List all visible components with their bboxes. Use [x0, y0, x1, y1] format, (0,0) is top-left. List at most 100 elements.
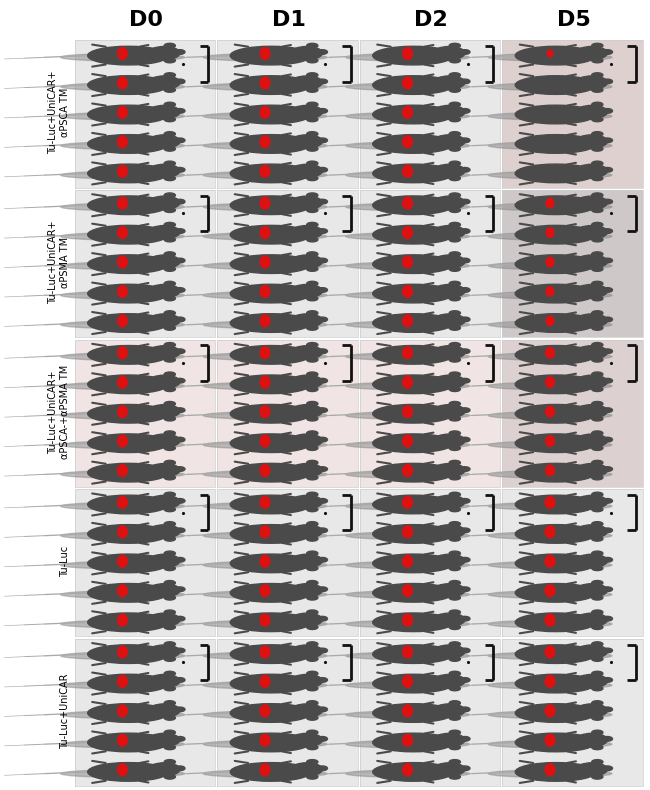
Circle shape: [260, 285, 270, 297]
Circle shape: [260, 465, 270, 476]
Ellipse shape: [592, 716, 603, 720]
Ellipse shape: [592, 73, 603, 77]
Ellipse shape: [317, 317, 328, 322]
Ellipse shape: [488, 54, 612, 61]
Ellipse shape: [346, 203, 469, 211]
Ellipse shape: [449, 536, 460, 541]
Ellipse shape: [291, 434, 322, 447]
Ellipse shape: [164, 88, 176, 92]
Circle shape: [546, 348, 554, 358]
Ellipse shape: [372, 404, 454, 423]
Ellipse shape: [317, 678, 328, 683]
Bar: [360, 40, 500, 187]
Ellipse shape: [203, 382, 327, 389]
Ellipse shape: [372, 733, 454, 752]
Ellipse shape: [449, 774, 460, 779]
Ellipse shape: [576, 613, 608, 626]
Text: Tu-Luc+UniCAR+
αPSCA TM: Tu-Luc+UniCAR+ αPSCA TM: [48, 71, 70, 155]
Ellipse shape: [449, 596, 460, 600]
Ellipse shape: [449, 343, 460, 348]
Ellipse shape: [203, 532, 327, 540]
Ellipse shape: [164, 401, 176, 406]
Ellipse shape: [291, 555, 322, 567]
Ellipse shape: [317, 258, 328, 263]
Ellipse shape: [307, 625, 318, 630]
Ellipse shape: [488, 740, 612, 748]
Ellipse shape: [175, 587, 185, 592]
Ellipse shape: [175, 766, 185, 770]
Ellipse shape: [307, 387, 318, 392]
Ellipse shape: [317, 50, 328, 55]
Circle shape: [545, 526, 555, 538]
Ellipse shape: [164, 672, 176, 676]
Ellipse shape: [175, 408, 185, 412]
Ellipse shape: [372, 762, 454, 781]
Ellipse shape: [164, 760, 176, 764]
Ellipse shape: [515, 76, 596, 94]
Circle shape: [118, 315, 127, 327]
Ellipse shape: [307, 745, 318, 750]
Ellipse shape: [449, 716, 460, 720]
Ellipse shape: [60, 171, 185, 179]
Ellipse shape: [592, 551, 603, 555]
Ellipse shape: [230, 613, 311, 632]
Ellipse shape: [88, 463, 168, 482]
Ellipse shape: [203, 321, 327, 329]
Ellipse shape: [592, 88, 603, 92]
Ellipse shape: [346, 321, 469, 329]
Ellipse shape: [515, 225, 596, 244]
Ellipse shape: [434, 196, 465, 209]
Ellipse shape: [317, 467, 328, 472]
Circle shape: [545, 646, 555, 658]
Ellipse shape: [603, 498, 612, 503]
Ellipse shape: [515, 525, 596, 544]
Ellipse shape: [434, 525, 465, 538]
Ellipse shape: [460, 467, 470, 472]
Circle shape: [118, 107, 127, 118]
Ellipse shape: [203, 471, 327, 478]
Ellipse shape: [592, 536, 603, 541]
Ellipse shape: [515, 554, 596, 573]
Circle shape: [403, 496, 413, 508]
Ellipse shape: [164, 193, 176, 198]
Circle shape: [403, 526, 413, 538]
Ellipse shape: [291, 375, 322, 389]
Ellipse shape: [317, 648, 328, 653]
Ellipse shape: [346, 502, 469, 510]
Ellipse shape: [307, 310, 318, 315]
Circle shape: [545, 585, 555, 596]
Ellipse shape: [148, 255, 180, 268]
Ellipse shape: [449, 521, 460, 526]
Ellipse shape: [88, 584, 168, 602]
Ellipse shape: [603, 258, 612, 263]
Ellipse shape: [449, 146, 460, 151]
Ellipse shape: [434, 346, 465, 359]
Ellipse shape: [148, 105, 180, 118]
Ellipse shape: [307, 296, 318, 301]
Ellipse shape: [317, 616, 328, 621]
Ellipse shape: [346, 353, 469, 360]
Ellipse shape: [515, 762, 596, 781]
Circle shape: [118, 435, 127, 447]
Ellipse shape: [592, 372, 603, 377]
Ellipse shape: [372, 613, 454, 632]
Ellipse shape: [307, 641, 318, 646]
Ellipse shape: [460, 199, 470, 204]
Circle shape: [403, 107, 413, 118]
Circle shape: [118, 47, 127, 59]
Circle shape: [546, 228, 554, 237]
Ellipse shape: [515, 314, 596, 333]
Bar: [360, 340, 500, 487]
Ellipse shape: [88, 674, 168, 693]
Circle shape: [546, 198, 554, 208]
Ellipse shape: [164, 536, 176, 541]
Ellipse shape: [230, 255, 311, 273]
Ellipse shape: [460, 736, 470, 741]
Ellipse shape: [317, 558, 328, 562]
Ellipse shape: [175, 498, 185, 503]
Ellipse shape: [164, 416, 176, 421]
Circle shape: [545, 496, 555, 508]
Circle shape: [260, 165, 270, 177]
Ellipse shape: [317, 587, 328, 592]
Ellipse shape: [317, 288, 328, 292]
